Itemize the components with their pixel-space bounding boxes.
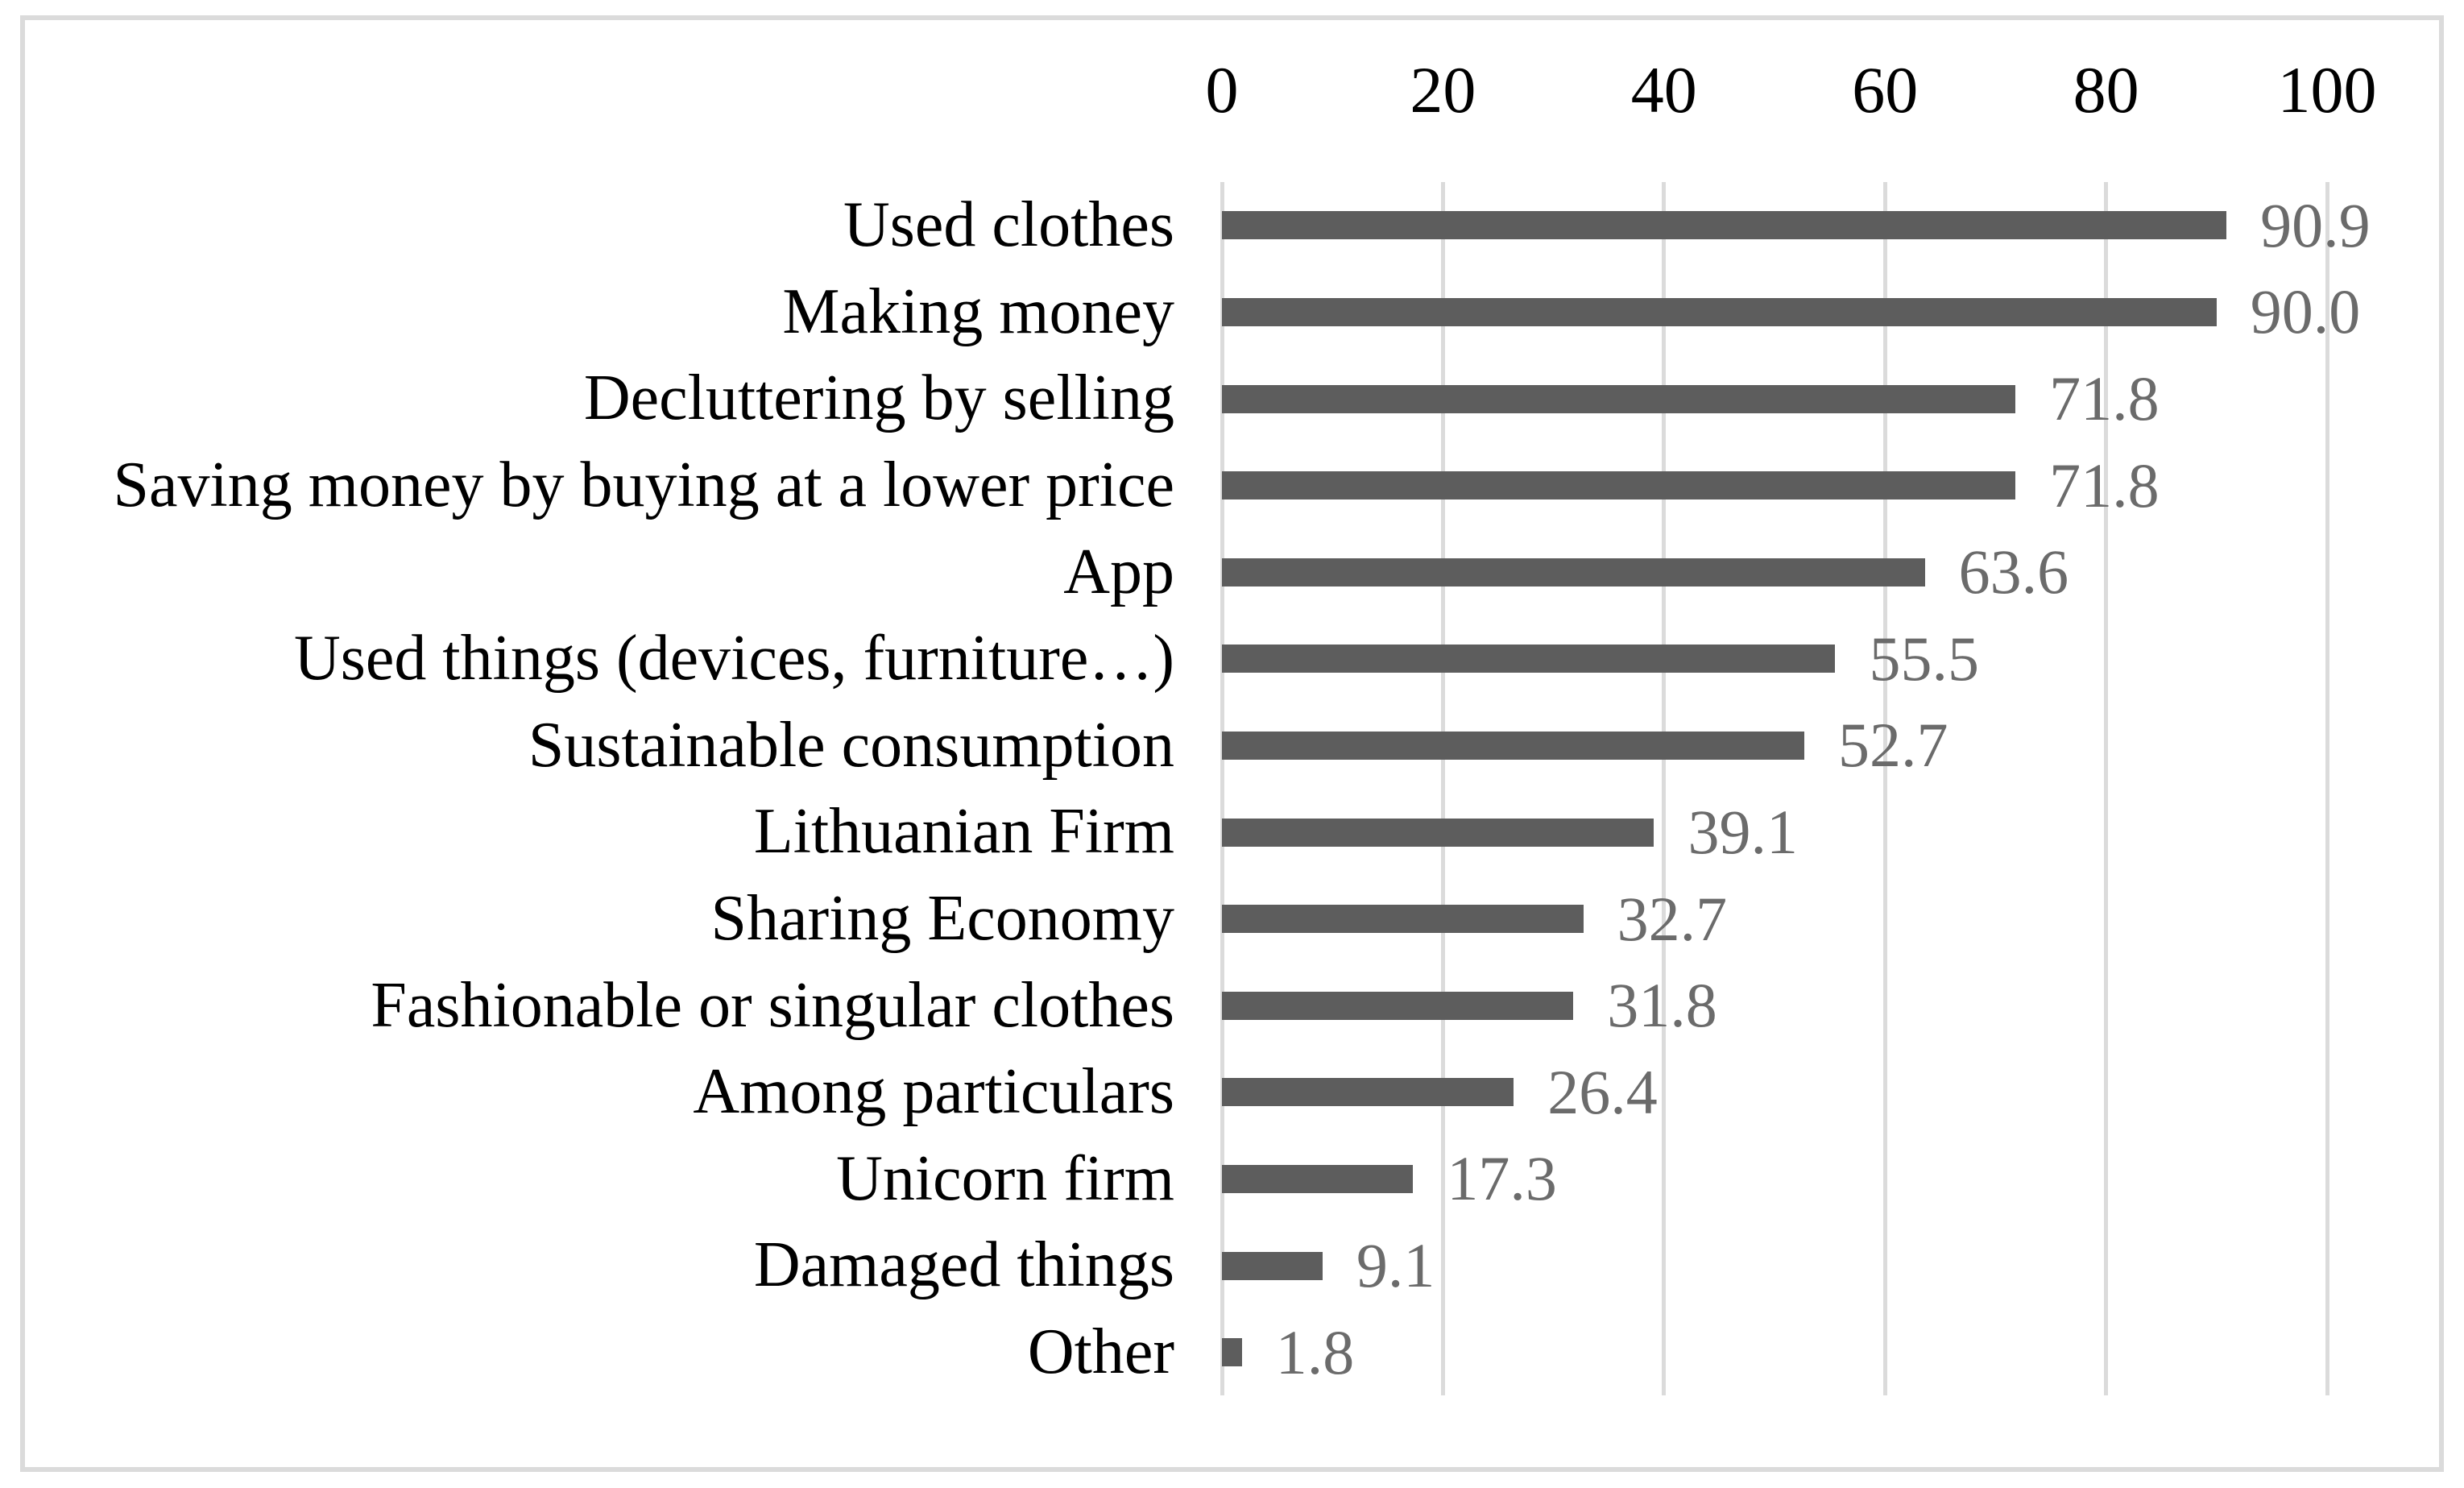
gridline-20: [1440, 182, 1445, 1395]
bar: [1222, 905, 1584, 934]
bar: [1222, 384, 2016, 413]
category-label: Decluttering by selling: [583, 363, 1174, 434]
gridline-80: [2104, 182, 2109, 1395]
value-label: 52.7: [1838, 710, 1948, 781]
category-label: Unicorn firm: [836, 1142, 1174, 1214]
bar: [1222, 211, 2227, 240]
x-tick-label-20: 20: [1410, 53, 1476, 126]
gridline-40: [1662, 182, 1667, 1395]
x-tick-label-60: 60: [1852, 53, 1919, 126]
value-label: 31.8: [1607, 970, 1717, 1041]
gridline-60: [1882, 182, 1887, 1395]
bar: [1222, 471, 2016, 500]
gridline-100: [2325, 182, 2329, 1395]
category-label: Sharing Economy: [710, 883, 1174, 955]
bar: [1222, 1078, 1514, 1107]
x-tick-label-100: 100: [2277, 53, 2377, 126]
x-tick-label-0: 0: [1205, 53, 1239, 126]
bar: [1222, 818, 1654, 847]
value-label: 39.1: [1688, 796, 1798, 867]
value-label: 90.0: [2250, 276, 2361, 347]
category-label: Fashionable or singular clothes: [371, 969, 1174, 1041]
value-label: 63.6: [1958, 537, 2069, 607]
bar: [1222, 557, 1925, 586]
bar: [1222, 1164, 1414, 1193]
category-label: Lithuanian Firm: [753, 796, 1174, 868]
category-label: Making money: [782, 276, 1174, 347]
bar: [1222, 1338, 1242, 1367]
x-tick-label-40: 40: [1630, 53, 1697, 126]
value-label: 71.8: [2049, 450, 2160, 520]
category-label: Used things (devices, furniture…): [293, 623, 1174, 694]
value-label: 71.8: [2049, 363, 2160, 433]
x-tick-label-80: 80: [2073, 53, 2139, 126]
value-label: 9.1: [1356, 1229, 1435, 1300]
category-label: Saving money by buying at a lower price: [113, 450, 1174, 521]
category-label: Among particulars: [693, 1056, 1174, 1128]
value-label: 32.7: [1617, 883, 1728, 954]
category-label: Other: [1027, 1316, 1174, 1388]
value-label: 55.5: [1869, 623, 1979, 694]
category-label: Sustainable consumption: [528, 709, 1174, 781]
category-label: Damaged things: [753, 1229, 1174, 1301]
bar: [1222, 1251, 1323, 1280]
bar: [1222, 991, 1574, 1020]
bar: [1222, 297, 2217, 326]
value-label: 1.8: [1275, 1316, 1355, 1387]
category-label: App: [1063, 536, 1174, 607]
value-label: 17.3: [1447, 1143, 1557, 1214]
category-label: Used clothes: [843, 189, 1174, 261]
bar: [1222, 645, 1836, 674]
gridline-0: [1220, 182, 1224, 1395]
value-label: 26.4: [1547, 1056, 1658, 1127]
value-label: 90.9: [2260, 189, 2371, 260]
bar: [1222, 731, 1805, 760]
